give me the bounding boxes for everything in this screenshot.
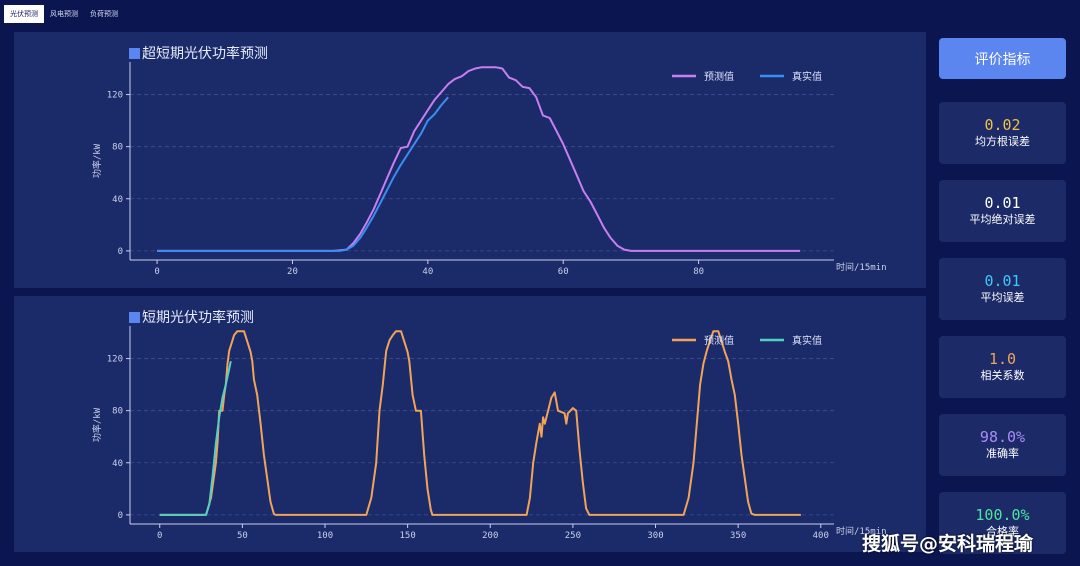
metric-card-accuracy: 98.0% 准确率 [939, 414, 1066, 476]
metric-card-mae: 0.01 平均绝对误差 [939, 180, 1066, 242]
x-tick-label: 400 [813, 531, 829, 541]
x-tick-label: 250 [565, 531, 581, 541]
y-axis-label: 功率/kW [91, 143, 103, 178]
tab-bar: 光伏预测 风电预测 负荷预测 [4, 5, 124, 23]
y-tick-label: 80 [112, 143, 123, 153]
ultra-short-term-chart: 0 40 80 120 0 20 40 60 80 时间/15min 功率/kW 超短期光伏功率预测预… [91, 45, 887, 277]
metric-label: 平均绝对误差 [969, 213, 1036, 226]
y-tick-label: 0 [118, 247, 123, 257]
metric-card-pass-rate: 100.0% 合格率 [939, 492, 1066, 554]
x-tick-label: 300 [647, 531, 663, 541]
series-line-actual [157, 96, 449, 252]
y-tick-label: 120 [107, 355, 123, 365]
x-tick-label: 350 [730, 531, 746, 541]
short-term-chart: 0 40 80 120 0 50 100 150 200 250 300 350 400 时间/15min… [91, 309, 887, 541]
metric-value: 100.0% [975, 506, 1030, 524]
chart-title: 短期光伏功率预测 [142, 309, 254, 326]
y-tick-label: 80 [112, 407, 123, 417]
title-marker-icon [129, 312, 140, 323]
y-tick-label: 40 [112, 459, 123, 469]
x-tick-label: 100 [317, 531, 333, 541]
x-tick-label: 150 [400, 531, 416, 541]
metric-value: 0.01 [984, 272, 1021, 290]
x-tick-label: 40 [422, 267, 433, 277]
legend-label: 预测值 [704, 70, 734, 83]
y-tick-label: 0 [118, 511, 123, 521]
metric-value: 0.02 [984, 116, 1021, 134]
metric-card-mean-error: 0.01 平均误差 [939, 258, 1066, 320]
x-tick-label: 80 [693, 267, 704, 277]
tab-wind-forecast[interactable]: 风电预测 [50, 10, 78, 18]
tab-load-forecast[interactable]: 负荷预测 [90, 10, 118, 18]
x-tick-label: 50 [237, 531, 248, 541]
ultra-short-term-chart-panel: 0 40 80 120 0 20 40 60 80 时间/15min 功率/kW 超短期光伏功率预测预… [14, 32, 926, 288]
metric-label: 合格率 [986, 525, 1019, 538]
metric-label: 相关系数 [980, 369, 1025, 382]
metric-card-rmse: 0.02 均方根误差 [939, 102, 1066, 164]
metric-label: 平均误差 [980, 291, 1025, 304]
y-axis-label: 功率/kW [91, 407, 103, 442]
legend-label: 真实值 [792, 70, 822, 83]
tab-solar-forecast[interactable]: 光伏预测 [4, 5, 44, 23]
x-axis-label: 时间/15min [836, 261, 887, 273]
watermark: 搜狐号@安科瑞程瑜 [862, 533, 1034, 555]
title-marker-icon [129, 48, 140, 59]
series-line-forecast [159, 330, 801, 516]
metric-label: 准确率 [986, 447, 1019, 460]
metric-label: 均方根误差 [975, 135, 1030, 148]
x-tick-label: 0 [154, 267, 159, 277]
series-line-actual [159, 360, 232, 516]
legend-label: 预测值 [704, 334, 734, 347]
evaluation-metrics-button[interactable]: 评价指标 [939, 38, 1066, 79]
chart-title: 超短期光伏功率预测 [142, 45, 268, 62]
legend-label: 真实值 [792, 334, 822, 347]
metric-value: 1.0 [988, 350, 1017, 368]
metric-value: 0.01 [984, 194, 1021, 212]
y-tick-label: 120 [107, 91, 123, 101]
x-tick-label: 20 [287, 267, 298, 277]
x-axis-label: 时间/15min [836, 525, 887, 537]
series-line-forecast [157, 66, 801, 252]
x-tick-label: 200 [482, 531, 498, 541]
x-tick-label: 0 [157, 531, 162, 541]
short-term-chart-panel: 0 40 80 120 0 50 100 150 200 250 300 350 400 时间/15min… [14, 296, 926, 552]
metric-card-correlation: 1.0 相关系数 [939, 336, 1066, 398]
x-tick-label: 60 [558, 267, 569, 277]
metric-value: 98.0% [979, 428, 1026, 446]
y-tick-label: 40 [112, 195, 123, 205]
